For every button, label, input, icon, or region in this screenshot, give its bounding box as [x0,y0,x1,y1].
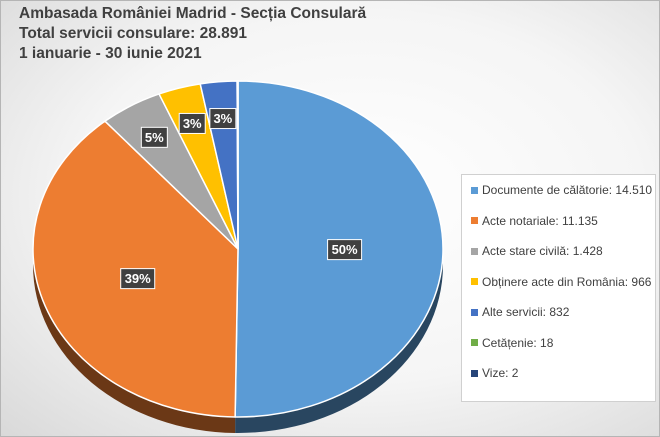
pie-data-label-box [140,126,168,148]
legend-label: Obținere acte din România: 966 [482,274,652,289]
legend-item: Alte servicii: 832 [471,305,569,319]
pie-data-label-text: 3% [183,116,202,131]
legend-item: Obținere acte din România: 966 [471,275,651,289]
legend-label: Alte servicii: 832 [482,305,570,319]
pie-data-label-1: 39% [120,268,156,290]
pie-data-label-2: 5% [140,126,168,148]
legend-label: Acte stare civilă: 1.428 [482,244,603,258]
legend-label: Acte notariale: 11.135 [482,213,598,228]
pie-data-label-text: 5% [145,130,164,145]
pie-data-label-text: 39% [125,271,151,286]
legend-item: Cetățenie: 18 [471,336,553,350]
pie-data-label-text: 50% [332,242,358,257]
chart-period: 1 ianuarie - 30 iunie 2021 [19,45,202,62]
legend-item: Documente de călătorie: 14.510 [471,183,652,197]
pie-data-label-box [327,239,363,261]
legend: Documente de călătorie: 14.510 Acte notar… [461,174,656,402]
legend-label: Documente de călătorie: 14.510 [482,183,653,197]
pie-data-label-3: 3% [178,112,206,134]
pie-slices [32,80,444,418]
legend-item: Acte stare civilă: 1.428 [471,244,603,258]
legend-swatch [471,186,478,194]
legend-swatch [471,369,478,377]
legend-label: Vize: 2 [482,366,519,380]
pie-data-label-box [178,112,206,134]
pie-data-label-box [209,108,237,130]
chart-title: Ambasada României Madrid - Secția Consul… [19,5,367,22]
legend-swatch [471,217,478,224]
pie-data-label-text: 3% [213,111,232,126]
legend-item: Vize: 2 [471,366,518,380]
pie-side-1 [33,249,236,433]
legend-label: Cetățenie: 18 [482,335,554,350]
pie-side-0 [235,249,443,433]
legend-swatch [471,278,478,285]
chart-subtitle: Total servicii consulare: 28.891 [19,25,248,42]
pie-side-walls [33,249,443,433]
legend-swatch [471,247,478,255]
legend-swatch [471,308,478,316]
legend-swatch [471,339,478,346]
pie-data-label-box [120,268,156,290]
legend-item: Acte notariale: 11.135 [471,214,598,228]
pie-data-label-4: 3% [209,108,237,130]
pie-data-labels: 50% 39% 5% 3% 3% [120,108,363,290]
pie-data-label-0: 50% [327,239,363,261]
